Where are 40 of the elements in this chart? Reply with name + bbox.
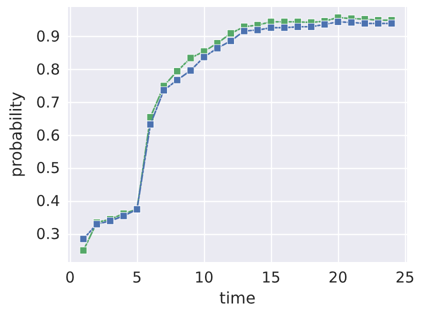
y-tick-label: 0.9 [36, 28, 60, 46]
point [320, 20, 328, 28]
point [146, 120, 154, 128]
point [160, 86, 168, 94]
y-axis-title: probability [6, 92, 26, 178]
y-tick-label: 0.7 [36, 93, 60, 112]
point [334, 18, 342, 26]
point [200, 53, 208, 61]
point [186, 54, 194, 62]
x-tick-label: 5 [132, 268, 142, 286]
x-tick-label: 25 [395, 268, 415, 286]
x-tick-label: 0 [65, 268, 75, 286]
x-tick-label: 20 [328, 268, 348, 286]
point [173, 67, 182, 75]
point [280, 24, 288, 32]
point [240, 27, 248, 35]
y-tick-label: 0.5 [36, 159, 60, 178]
point [80, 235, 88, 243]
y-tick-label: 0.3 [36, 225, 60, 244]
point [120, 212, 128, 220]
point [254, 26, 262, 34]
point [227, 37, 235, 45]
point [374, 20, 382, 28]
point [348, 18, 356, 26]
y-tick-label: 0.6 [36, 126, 60, 144]
point [173, 76, 182, 84]
y-tick-label: 0.4 [36, 192, 60, 210]
point [307, 22, 315, 31]
point [360, 20, 369, 28]
point [186, 66, 194, 74]
x-axis-title: time [219, 288, 256, 308]
y-tick-label: 0.8 [36, 60, 60, 79]
x-tick-label: 15 [261, 268, 281, 286]
point [267, 24, 275, 32]
point [227, 30, 235, 38]
point [80, 246, 88, 254]
point [294, 22, 302, 31]
x-tick-label: 10 [194, 268, 214, 286]
point [388, 20, 396, 28]
point [214, 44, 222, 52]
